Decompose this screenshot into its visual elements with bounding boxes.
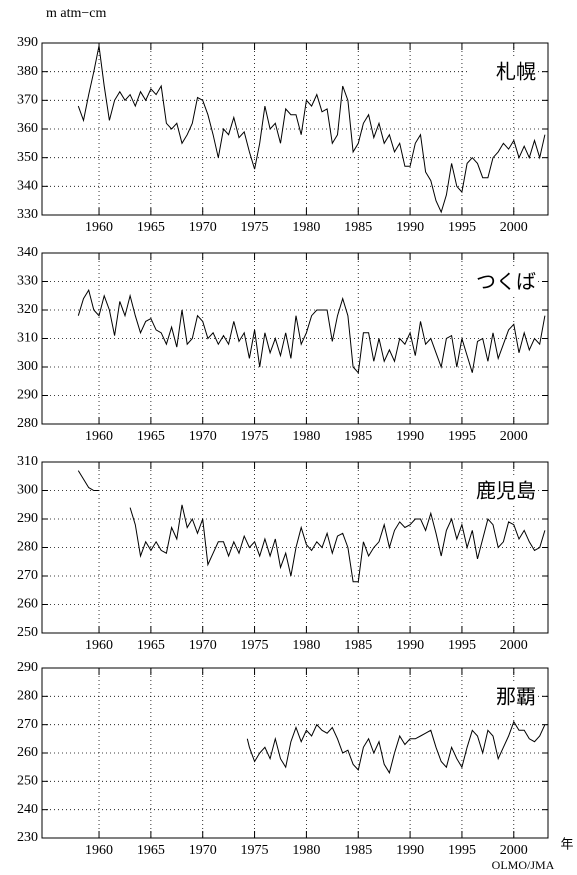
x-tick-label: 1960 xyxy=(85,429,113,444)
y-tick-label: 300 xyxy=(17,483,38,498)
x-tick-label: 1985 xyxy=(344,638,372,653)
x-tick-label: 1980 xyxy=(292,429,320,444)
x-tick-label: 1965 xyxy=(137,220,165,235)
y-tick-label: 250 xyxy=(17,774,38,789)
y-tick-label: 310 xyxy=(17,331,38,346)
y-tick-label: 360 xyxy=(17,121,38,136)
label-bg xyxy=(468,684,538,710)
x-tick-label: 1995 xyxy=(448,638,476,653)
y-tick-label: 290 xyxy=(17,388,38,403)
unit-label: m atm−cm xyxy=(46,6,106,21)
y-tick-label: 370 xyxy=(17,93,38,108)
credit: OLMO/JMA xyxy=(492,858,555,872)
y-tick-label: 280 xyxy=(17,416,38,431)
y-tick-label: 240 xyxy=(17,802,38,817)
station-name: 札幌 xyxy=(496,60,536,84)
y-tick-label: 280 xyxy=(17,689,38,704)
x-tick-label: 1980 xyxy=(292,220,320,235)
y-tick-label: 280 xyxy=(17,540,38,555)
x-tick-label: 1975 xyxy=(241,638,269,653)
y-tick-label: 340 xyxy=(17,245,38,260)
label-bg xyxy=(468,478,538,504)
y-tick-label: 250 xyxy=(17,625,38,640)
data-line xyxy=(246,720,546,775)
plot-frame xyxy=(41,667,549,839)
x-tick-label: 1990 xyxy=(396,843,424,858)
data-line xyxy=(77,45,546,214)
plot-frame xyxy=(41,42,549,216)
y-tick-label: 320 xyxy=(17,302,38,317)
station-name: つくば xyxy=(476,270,536,294)
station-name: 鹿児島 xyxy=(476,479,536,503)
station-name: 那覇 xyxy=(496,685,536,709)
x-tick-label: 1985 xyxy=(344,429,372,444)
x-tick-label: 1975 xyxy=(241,429,269,444)
label-bg xyxy=(468,59,538,85)
x-tick-label: 1990 xyxy=(396,220,424,235)
x-tick-label: 1995 xyxy=(448,429,476,444)
x-tick-label: 1985 xyxy=(344,843,372,858)
x-tick-label: 1990 xyxy=(396,638,424,653)
x-tick-label: 1965 xyxy=(137,843,165,858)
y-tick-label: 270 xyxy=(17,568,38,583)
plot-frame xyxy=(41,461,549,634)
y-tick-label: 310 xyxy=(17,454,38,469)
y-tick-label: 330 xyxy=(17,274,38,289)
y-tick-label: 300 xyxy=(17,359,38,374)
x-tick-label: 2000 xyxy=(500,638,528,653)
y-tick-label: 340 xyxy=(17,179,38,194)
x-tick-label: 1970 xyxy=(189,220,217,235)
x-tick-label: 1970 xyxy=(189,843,217,858)
x-tick-label: 1970 xyxy=(189,429,217,444)
x-tick-label: 1965 xyxy=(137,429,165,444)
label-bg xyxy=(468,269,538,295)
x-tick-label: 1980 xyxy=(292,843,320,858)
x-tick-label: 1985 xyxy=(344,220,372,235)
x-tick-label: 1975 xyxy=(241,220,269,235)
x-tick-label: 2000 xyxy=(500,220,528,235)
plot-frame xyxy=(41,252,549,425)
y-tick-label: 270 xyxy=(17,717,38,732)
y-tick-label: 230 xyxy=(17,830,38,845)
x-tick-label: 1970 xyxy=(189,638,217,653)
x-tick-label: 1995 xyxy=(448,843,476,858)
y-tick-label: 380 xyxy=(17,64,38,79)
x-unit-label: 年 xyxy=(560,838,573,853)
y-tick-label: 350 xyxy=(17,150,38,165)
y-tick-label: 290 xyxy=(17,660,38,675)
x-tick-label: 1965 xyxy=(137,638,165,653)
x-tick-label: 1990 xyxy=(396,429,424,444)
x-tick-label: 1995 xyxy=(448,220,476,235)
x-tick-label: 1960 xyxy=(85,843,113,858)
y-tick-label: 390 xyxy=(17,35,38,50)
y-tick-label: 330 xyxy=(17,207,38,222)
x-tick-label: 1960 xyxy=(85,638,113,653)
x-tick-label: 2000 xyxy=(500,429,528,444)
x-tick-label: 2000 xyxy=(500,843,528,858)
x-tick-label: 1960 xyxy=(85,220,113,235)
y-tick-label: 260 xyxy=(17,597,38,612)
y-tick-label: 260 xyxy=(17,745,38,760)
data-line xyxy=(129,504,546,583)
x-tick-label: 1980 xyxy=(292,638,320,653)
data-line xyxy=(77,288,546,374)
data-line xyxy=(77,470,99,491)
y-tick-label: 290 xyxy=(17,511,38,526)
x-tick-label: 1975 xyxy=(241,843,269,858)
